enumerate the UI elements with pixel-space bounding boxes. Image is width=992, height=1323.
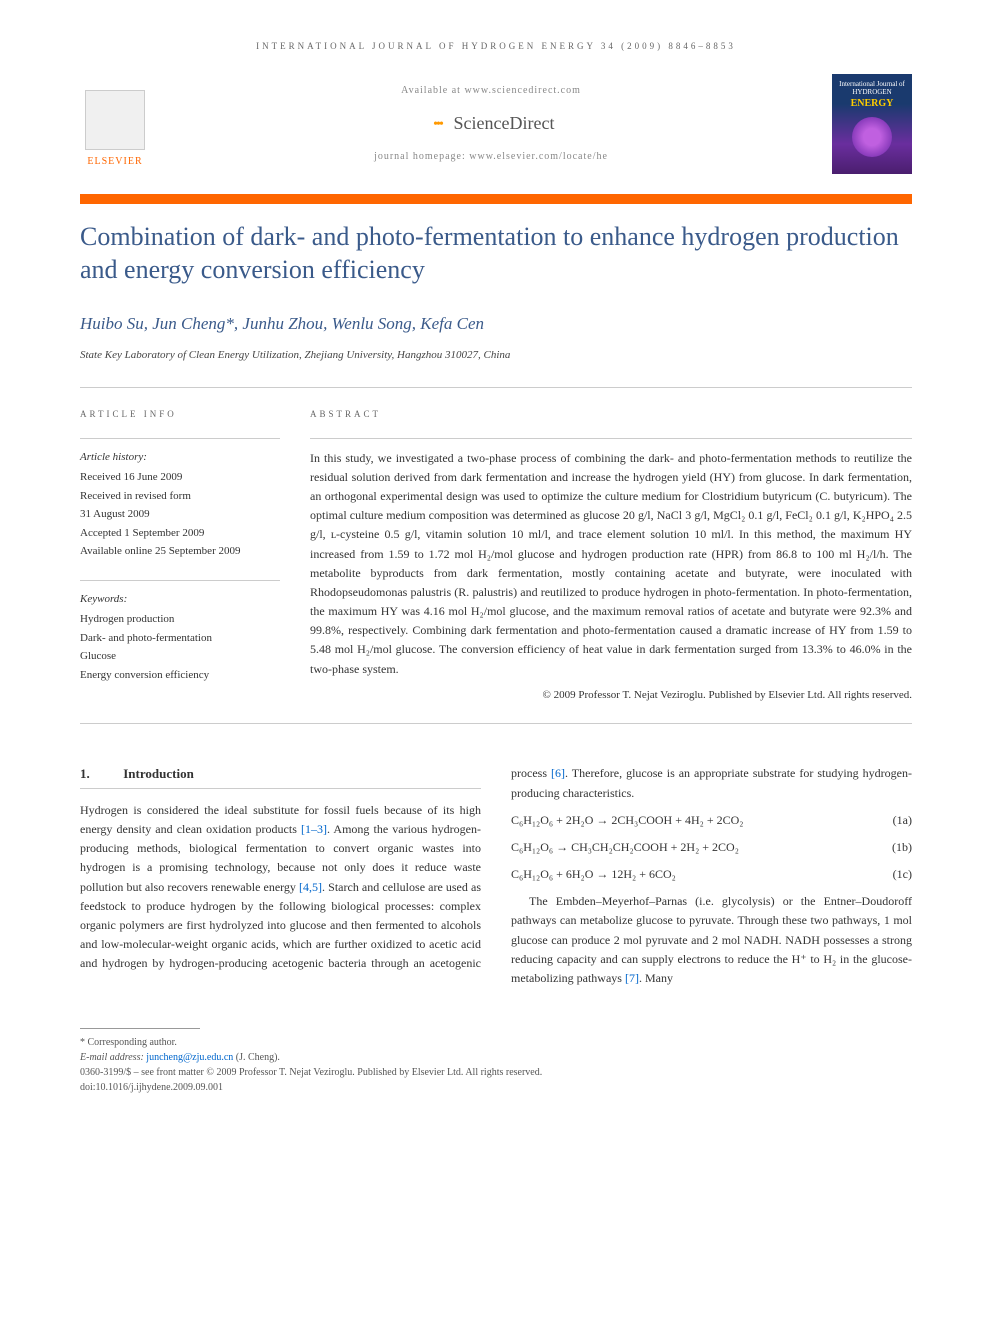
copyright-footer-line: 0360-3199/$ – see front matter © 2009 Pr… bbox=[80, 1065, 912, 1080]
equation-1c-row: C₆H₁₂O₆ + 6H₂O → 12H₂ + 6CO₂ (1c) bbox=[511, 865, 912, 884]
article-info-header: ARTICLE INFO bbox=[80, 408, 280, 422]
intro-two-column: 1. Introduction Hydrogen is considered t… bbox=[80, 764, 912, 988]
elsevier-logo: ELSEVIER bbox=[80, 79, 150, 169]
email-line: E-mail address: juncheng@zju.edu.cn (J. … bbox=[80, 1050, 912, 1065]
elsevier-name: ELSEVIER bbox=[87, 154, 142, 169]
equation-1a: C₆H₁₂O₆ + 2H₂O → 2CH₃COOH + 4H₂ + 2CO₂ bbox=[511, 811, 743, 830]
equation-1b-row: C₆H₁₂O₆ → CH₃CH₂CH₂COOH + 2H₂ + 2CO₂ (1b… bbox=[511, 838, 912, 857]
section-1-title: 1. Introduction bbox=[80, 764, 481, 789]
equation-1b-label: (1b) bbox=[892, 838, 912, 857]
sciencedirect-dots-icon bbox=[428, 114, 448, 134]
intro-para2-b: . Many bbox=[639, 971, 673, 985]
citation-link[interactable]: [4,5] bbox=[299, 880, 322, 894]
keywords-title: Keywords: bbox=[80, 591, 280, 608]
history-line: Accepted 1 September 2009 bbox=[80, 525, 280, 542]
elsevier-tree-icon bbox=[85, 90, 145, 150]
cover-title-energy: ENERGY bbox=[851, 96, 894, 111]
email-label: E-mail address: bbox=[80, 1052, 146, 1063]
sciencedirect-logo[interactable]: ScienceDirect bbox=[428, 110, 555, 137]
keyword-line: Energy conversion efficiency bbox=[80, 667, 280, 684]
equation-1b: C₆H₁₂O₆ → CH₃CH₂CH₂COOH + 2H₂ + 2CO₂ bbox=[511, 838, 739, 857]
equation-1c-label: (1c) bbox=[893, 865, 912, 884]
page-footer: * Corresponding author. E-mail address: … bbox=[80, 1018, 912, 1095]
divider-line bbox=[80, 723, 912, 724]
header-center: Available at www.sciencedirect.com Scien… bbox=[170, 83, 812, 164]
affiliation: State Key Laboratory of Clean Energy Uti… bbox=[80, 347, 912, 364]
keyword-line: Hydrogen production bbox=[80, 611, 280, 628]
citation-link[interactable]: [1–3] bbox=[301, 822, 327, 836]
cover-image-icon bbox=[852, 117, 892, 157]
abstract-column: ABSTRACT In this study, we investigated … bbox=[310, 408, 912, 703]
abstract-copyright: © 2009 Professor T. Nejat Veziroglu. Pub… bbox=[310, 687, 912, 704]
equation-1c: C₆H₁₂O₆ + 6H₂O → 12H₂ + 6CO₂ bbox=[511, 865, 676, 884]
paper-title: Combination of dark- and photo-fermentat… bbox=[80, 220, 912, 288]
history-line: Received 16 June 2009 bbox=[80, 469, 280, 486]
article-info-column: ARTICLE INFO Article history: Received 1… bbox=[80, 408, 280, 703]
available-at-text: Available at www.sciencedirect.com bbox=[170, 83, 812, 98]
cover-title-top: International Journal of bbox=[839, 80, 905, 88]
authors-list: Huibo Su, Jun Cheng*, Junhu Zhou, Wenlu … bbox=[80, 311, 912, 337]
email-link[interactable]: juncheng@zju.edu.cn bbox=[146, 1052, 233, 1063]
sciencedirect-text: ScienceDirect bbox=[454, 110, 555, 137]
corresponding-author-note: * Corresponding author. bbox=[80, 1035, 912, 1050]
keyword-line: Glucose bbox=[80, 648, 280, 665]
history-line: Available online 25 September 2009 bbox=[80, 543, 280, 560]
intro-para1-d: . Therefore, glucose is an appropriate s… bbox=[511, 766, 912, 799]
orange-divider-bar bbox=[80, 194, 912, 204]
section-number: 1. bbox=[80, 764, 120, 784]
doi-line: doi:10.1016/j.ijhydene.2009.09.001 bbox=[80, 1080, 912, 1095]
journal-homepage-text: journal homepage: www.elsevier.com/locat… bbox=[170, 149, 812, 164]
keyword-line: Dark- and photo-fermentation bbox=[80, 630, 280, 647]
equation-1a-row: C₆H₁₂O₆ + 2H₂O → 2CH₃COOH + 4H₂ + 2CO₂ (… bbox=[511, 811, 912, 830]
article-history-block: Article history: Received 16 June 2009 R… bbox=[80, 438, 280, 560]
history-line: Received in revised form bbox=[80, 488, 280, 505]
history-line: 31 August 2009 bbox=[80, 506, 280, 523]
intro-para2-a: The Embden–Meyerhof–Parnas (i.e. glycoly… bbox=[511, 894, 912, 985]
section-name: Introduction bbox=[123, 766, 194, 781]
citation-link[interactable]: [6] bbox=[551, 766, 565, 780]
intro-body-text: Hydrogen is considered the ideal substit… bbox=[80, 764, 912, 988]
citation-link[interactable]: [7] bbox=[625, 971, 639, 985]
equation-1a-label: (1a) bbox=[893, 811, 912, 830]
email-suffix: (J. Cheng). bbox=[233, 1052, 280, 1063]
cover-title-mid: HYDROGEN bbox=[852, 88, 891, 96]
header-box: ELSEVIER Available at www.sciencedirect.… bbox=[80, 74, 912, 174]
article-history-title: Article history: bbox=[80, 449, 280, 466]
journal-running-header: INTERNATIONAL JOURNAL OF HYDROGEN ENERGY… bbox=[80, 40, 912, 54]
journal-cover-thumbnail: International Journal of HYDROGEN ENERGY bbox=[832, 74, 912, 174]
footer-divider bbox=[80, 1028, 200, 1029]
abstract-text: In this study, we investigated a two-pha… bbox=[310, 438, 912, 679]
keywords-block: Keywords: Hydrogen production Dark- and … bbox=[80, 580, 280, 684]
info-abstract-row: ARTICLE INFO Article history: Received 1… bbox=[80, 408, 912, 703]
abstract-header: ABSTRACT bbox=[310, 408, 912, 422]
divider-line bbox=[80, 387, 912, 388]
